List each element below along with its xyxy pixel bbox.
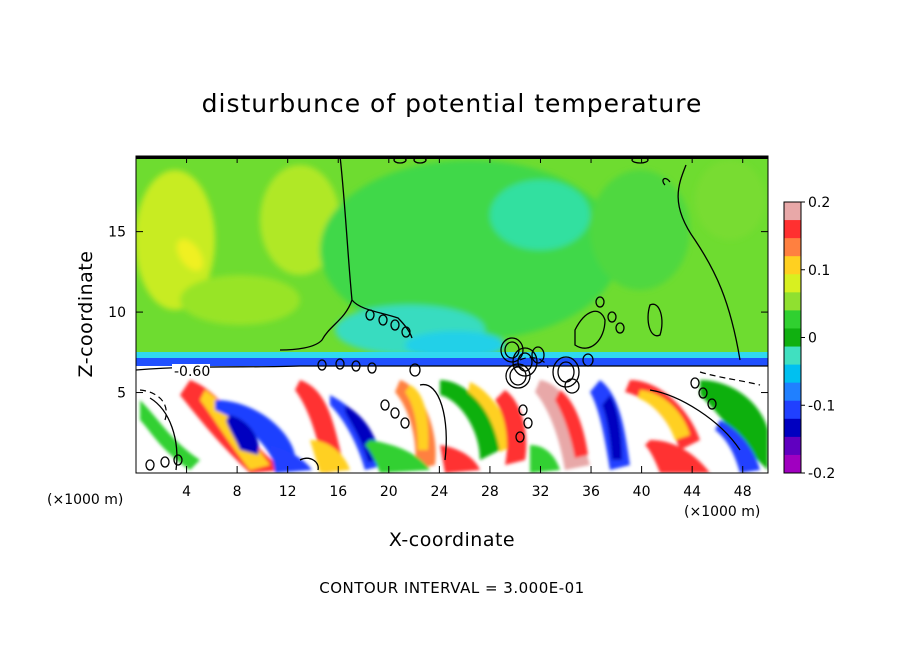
- colorbar: 0.2 0.1 0 -0.1 -0.2: [783, 195, 835, 482]
- y-tick-label: 5: [117, 386, 126, 402]
- interface-band-dark: [136, 358, 768, 366]
- colorbar-segment: [784, 454, 801, 474]
- y-axis-label: Z-coordinate: [75, 251, 97, 378]
- colorbar-segment: [784, 238, 801, 257]
- x-tick-label: 4: [182, 484, 191, 500]
- colorbar-tick-label: -0.1: [808, 398, 835, 414]
- y-tick-label: 15: [108, 225, 126, 241]
- x-axis: 4 8 12 16 20 24 28 32 36 40 44 48: [182, 156, 752, 500]
- x-tick-label: 16: [329, 484, 347, 500]
- y-tick-label: 10: [108, 305, 126, 321]
- x-tick-label: 8: [233, 484, 242, 500]
- colorbar-segment: [784, 310, 801, 329]
- x-unit-left: (×1000 m): [47, 492, 123, 508]
- contour-interval: CONTOUR INTERVAL = 3.000E-01: [319, 579, 584, 597]
- plot-area: [136, 156, 768, 473]
- contour-label-bg: [172, 364, 210, 378]
- colorbar-segment: [784, 346, 801, 366]
- colorbar-segment: [784, 364, 801, 384]
- x-tick-label: 28: [481, 484, 499, 500]
- colorbar-segment: [784, 292, 801, 311]
- x-tick-label: 44: [683, 484, 701, 500]
- colorbar-tick-label: 0.1: [808, 263, 830, 279]
- colorbar-segment: [784, 328, 801, 348]
- colorbar-tick-label: -0.2: [808, 466, 835, 482]
- contour-ellipses: [145, 156, 717, 471]
- contour-lines: [136, 156, 768, 471]
- x-tick-label: 12: [279, 484, 297, 500]
- colorbar-tick-label: 0: [808, 331, 817, 347]
- colorbar-segment: [784, 220, 801, 239]
- plot-frame: [135, 155, 769, 474]
- colorbar-segment: [784, 202, 801, 221]
- colorbar-segment: [784, 436, 801, 456]
- x-tick-label: 48: [734, 484, 752, 500]
- x-tick-label: 32: [532, 484, 550, 500]
- x-axis-label: X-coordinate: [389, 529, 515, 551]
- x-tick-label: 40: [633, 484, 651, 500]
- y-axis: 5 10 15: [108, 225, 768, 402]
- x-tick-label: 36: [582, 484, 600, 500]
- x-tick-label: 24: [430, 484, 448, 500]
- chart-title: disturbunce of potential temperature: [202, 89, 703, 118]
- dashed-contours: [139, 357, 761, 421]
- contour-label: -0.60: [174, 364, 210, 380]
- colorbar-segment: [784, 418, 801, 438]
- colorbar-segment: [784, 382, 801, 402]
- x-unit-right: (×1000 m): [684, 504, 760, 520]
- top-boundary-line: [136, 156, 768, 159]
- colorbar-segment: [784, 274, 801, 293]
- colorbar-tick-label: 0.2: [808, 195, 830, 211]
- interface-band-light: [136, 352, 768, 360]
- x-tick-label: 20: [380, 484, 398, 500]
- colorbar-segment: [784, 256, 801, 275]
- colorbar-segment: [784, 400, 801, 420]
